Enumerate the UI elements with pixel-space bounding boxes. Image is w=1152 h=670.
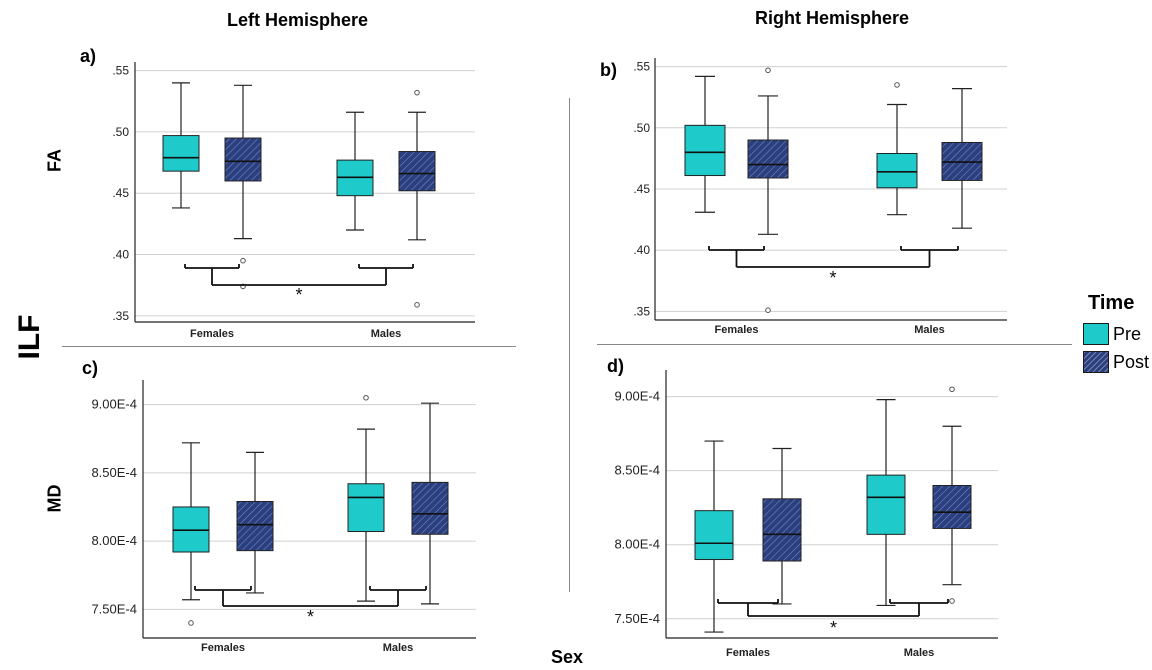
- legend-title: Time: [1088, 292, 1135, 314]
- y-tick-label: 7.50E-4: [91, 601, 137, 616]
- left-hemisphere-heading: Left Hemisphere: [227, 10, 369, 30]
- y-tick-label: .45: [112, 186, 129, 200]
- box-pre-males: [866, 474, 906, 535]
- box-post-females: [747, 139, 789, 179]
- y-tick-label: 8.00E-4: [614, 537, 660, 552]
- panel-letter-b: b): [600, 60, 617, 80]
- y-tick-label: 8.00E-4: [91, 533, 137, 548]
- y-tick-label: .40: [112, 248, 129, 262]
- legend-label-post: Post: [1113, 351, 1150, 372]
- x-category-label: Females: [190, 328, 234, 340]
- legend-item-post: Post: [1083, 351, 1149, 373]
- outlier-post-females: [765, 307, 771, 314]
- box-post-females: [224, 137, 262, 182]
- significance-star: *: [295, 285, 302, 305]
- box-post-females: [762, 498, 802, 562]
- outlier-post-males: [414, 302, 420, 308]
- outlier-post-females: [240, 283, 246, 290]
- y-tick-label: .50: [633, 121, 650, 135]
- x-category-label: Females: [201, 642, 245, 654]
- outlier-post-males: [414, 89, 420, 96]
- y-tick-label: .45: [633, 182, 650, 196]
- box-pre-males: [876, 152, 918, 189]
- outlier-post-females: [765, 67, 771, 74]
- x-category-label: Males: [914, 324, 945, 336]
- y-tick-label: 9.00E-4: [614, 389, 660, 404]
- y-tick-label: .50: [112, 125, 129, 139]
- y-tick-label: 8.50E-4: [614, 463, 660, 478]
- outlier-post-males: [949, 598, 955, 604]
- legend-label-pre: Pre: [1113, 323, 1142, 344]
- right-hemisphere-heading: Right Hemisphere: [755, 8, 910, 28]
- y-tick-label: .40: [633, 243, 650, 257]
- legend-swatch-pre: [1083, 323, 1109, 345]
- y-tick-label: 9.00E-4: [91, 397, 137, 412]
- panel-letter-a: a): [80, 46, 97, 66]
- x-category-label: Females: [726, 647, 770, 659]
- horizontal-divider-left: [62, 346, 516, 347]
- outlier-pre-males: [894, 82, 900, 88]
- box-pre-females: [694, 510, 734, 561]
- box-post-males: [941, 141, 983, 181]
- significance-star: *: [829, 268, 836, 288]
- outlier-pre-females: [188, 620, 194, 626]
- horizontal-divider-right: [597, 344, 1072, 345]
- box-pre-females: [684, 124, 726, 177]
- box-pre-males: [336, 159, 374, 197]
- significance-star: *: [830, 618, 837, 638]
- box-pre-males: [347, 483, 385, 533]
- vertical-divider: [569, 98, 570, 592]
- y-tick-label: 8.50E-4: [91, 465, 137, 480]
- box-post-males: [398, 151, 436, 192]
- y-tick-label: .35: [633, 304, 650, 318]
- x-category-label: Males: [383, 642, 414, 654]
- tract-label: ILF: [13, 314, 46, 360]
- outlier-pre-males: [363, 394, 369, 401]
- row-label-fa: FA: [44, 149, 65, 173]
- y-tick-label: .55: [633, 60, 650, 74]
- x-category-label: Males: [904, 647, 935, 659]
- x-axis-title: Sex: [551, 647, 584, 667]
- outlier-post-females: [240, 257, 246, 264]
- y-tick-label: 7.50E-4: [614, 611, 660, 626]
- y-tick-label: .55: [112, 64, 129, 78]
- box-post-males: [411, 481, 449, 535]
- y-tick-label: .35: [112, 309, 129, 323]
- legend-item-pre: Pre: [1083, 323, 1141, 345]
- box-pre-females: [162, 135, 200, 172]
- x-category-label: Females: [714, 324, 758, 336]
- box-post-females: [236, 500, 274, 552]
- outlier-post-males: [949, 386, 955, 393]
- significance-star: *: [307, 607, 314, 627]
- panel-letter-d: d): [607, 356, 624, 376]
- x-category-label: Males: [371, 328, 402, 340]
- row-label-md: MD: [44, 484, 65, 513]
- box-post-males: [932, 484, 972, 529]
- legend-swatch-post: [1083, 351, 1109, 373]
- panel-letter-c: c): [82, 358, 99, 378]
- box-pre-females: [172, 506, 210, 553]
